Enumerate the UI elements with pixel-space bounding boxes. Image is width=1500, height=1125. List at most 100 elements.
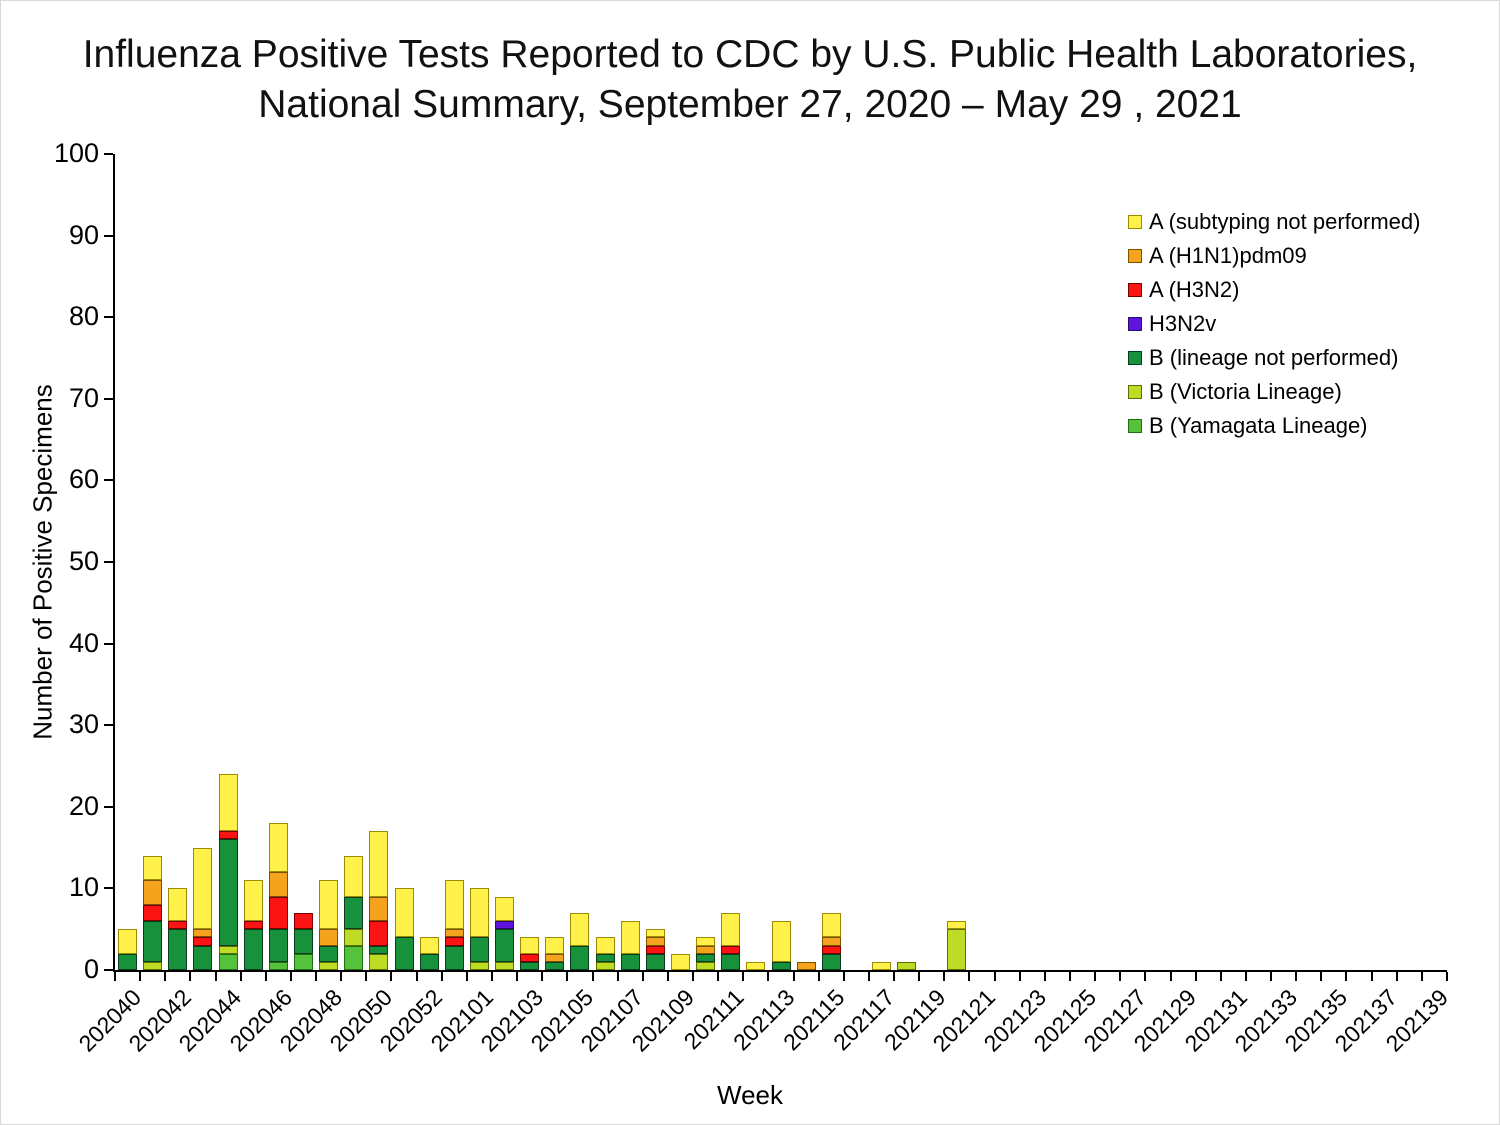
bar-segment-a-h1n1pdm09	[796, 961, 816, 970]
x-axis-tick	[390, 972, 393, 981]
legend-label: B (Victoria Lineage)	[1149, 379, 1342, 404]
y-axis-tick	[104, 642, 113, 645]
bar-segment-b-lineage-not-performed	[268, 929, 288, 962]
bar-segment-a-subtyping-not-performed	[520, 937, 540, 954]
x-axis-tick	[1144, 972, 1147, 981]
bar-segment-a-h1n1pdm09	[143, 880, 163, 905]
legend-label: H3N2v	[1149, 311, 1217, 336]
bar-segment-b-lineage-not-performed	[545, 961, 565, 970]
bar-segment-b-lineage-not-performed	[319, 945, 339, 962]
chart-title-line1: Influenza Positive Tests Reported to CDC…	[82, 33, 1418, 76]
y-tick-label: 70	[68, 382, 99, 413]
x-axis-tick	[365, 972, 368, 981]
bar-segment-a-h3n2	[168, 921, 188, 930]
bar-segment-a-h1n1pdm09	[369, 896, 389, 922]
bar-segment-a-subtyping-not-performed	[872, 961, 892, 970]
bar-segment-a-subtyping-not-performed	[268, 823, 288, 873]
bar-segment-b-lineage-not-performed	[118, 953, 138, 970]
bar-segment-a-h3n2	[369, 921, 389, 946]
bar-segment-b-victoria	[319, 961, 339, 970]
bar-segment-b-lineage-not-performed	[595, 953, 615, 962]
bar-segment-a-subtyping-not-performed	[746, 961, 766, 970]
bar-segment-a-h1n1pdm09	[268, 872, 288, 897]
bar-segment-a-h3n2	[143, 904, 163, 922]
bar-segment-b-victoria	[218, 945, 238, 954]
bar-segment-a-subtyping-not-performed	[243, 880, 263, 922]
x-axis-tick	[641, 972, 644, 981]
bar-segment-a-subtyping-not-performed	[947, 921, 967, 930]
y-tick-label: 10	[68, 872, 99, 903]
bar-segment-a-h1n1pdm09	[319, 929, 339, 946]
legend-swatch-icon	[1128, 249, 1142, 263]
bar-segment-b-lineage-not-performed	[469, 937, 489, 962]
y-tick-label: 60	[68, 464, 99, 495]
x-axis-tick	[767, 972, 770, 981]
bar-segment-a-h1n1pdm09	[696, 945, 716, 954]
bar-segment-b-lineage-not-performed	[394, 937, 414, 970]
y-tick-label: 100	[53, 138, 99, 168]
x-axis-tick	[189, 972, 192, 981]
x-axis-tick	[1370, 972, 1373, 981]
x-axis-tick	[692, 972, 695, 981]
chart-title-line2: National Summary, September 27, 2020 – M…	[258, 83, 1242, 126]
bar-segment-b-yamagata	[293, 953, 313, 970]
legend-label: B (lineage not performed)	[1149, 345, 1399, 370]
x-axis-tick	[1270, 972, 1273, 981]
bar-segment-a-h3n2	[243, 921, 263, 930]
x-axis-tick	[893, 972, 896, 981]
bar-segment-a-subtyping-not-performed	[218, 774, 238, 832]
legend-swatch-icon	[1128, 215, 1142, 229]
y-axis-tick	[104, 479, 113, 482]
bar-segment-a-subtyping-not-performed	[670, 953, 690, 970]
x-axis-tick	[943, 972, 946, 981]
x-axis-tick	[616, 972, 619, 981]
x-axis-tick	[264, 972, 267, 981]
y-axis-tick	[104, 805, 113, 808]
bar-segment-b-victoria	[143, 961, 163, 970]
x-axis-tick	[289, 972, 292, 981]
bar-segment-b-lineage-not-performed	[620, 953, 640, 970]
y-tick-label: 80	[68, 301, 99, 332]
legend-swatch-icon	[1128, 283, 1142, 297]
bar-segment-b-lineage-not-performed	[369, 945, 389, 954]
x-axis-tick	[465, 972, 468, 981]
x-axis-tick	[817, 972, 820, 981]
legend-item-b-yamagata: B (Yamagata Lineage)	[1128, 409, 1420, 443]
y-axis-tick	[104, 234, 113, 237]
bar-segment-b-victoria	[595, 961, 615, 970]
x-axis-tick	[591, 972, 594, 981]
bar-segment-b-lineage-not-performed	[520, 961, 540, 970]
bar-segment-a-subtyping-not-performed	[319, 880, 339, 930]
bar-segment-a-subtyping-not-performed	[771, 921, 791, 962]
y-tick-label: 20	[68, 790, 99, 821]
bar-segment-b-victoria	[947, 929, 967, 970]
bar-segment-a-h1n1pdm09	[444, 929, 464, 938]
x-axis-tick	[1320, 972, 1323, 981]
legend: A (subtyping not performed) A (H1N1)pdm09…	[1128, 205, 1420, 443]
y-axis-tick	[104, 724, 113, 727]
x-axis-tick	[1018, 972, 1021, 981]
legend-item-a-h3n2: A (H3N2)	[1128, 273, 1420, 307]
legend-label: A (H1N1)pdm09	[1149, 243, 1307, 268]
x-axis-tick	[566, 972, 569, 981]
x-axis-tick	[541, 972, 544, 981]
y-axis-tick	[104, 969, 113, 971]
bar-segment-b-lineage-not-performed	[293, 929, 313, 954]
legend-swatch-icon	[1128, 385, 1142, 399]
legend-swatch-icon	[1128, 317, 1142, 331]
bar-segment-b-lineage-not-performed	[721, 953, 741, 970]
bar-segment-b-lineage-not-performed	[419, 953, 439, 970]
bar-segment-a-h3n2	[218, 831, 238, 840]
x-axis-tick	[666, 972, 669, 981]
x-axis-tick	[792, 972, 795, 981]
legend-swatch-icon	[1128, 419, 1142, 433]
bar-segment-a-subtyping-not-performed	[168, 888, 188, 922]
y-tick-label: 40	[68, 627, 99, 658]
x-axis-tick	[1345, 972, 1348, 981]
x-axis-tick	[239, 972, 242, 981]
bar-segment-b-lineage-not-performed	[243, 929, 263, 970]
x-axis-tick	[968, 972, 971, 981]
x-axis-tick	[717, 972, 720, 981]
bar-segment-b-victoria	[369, 953, 389, 970]
x-axis-tick	[1244, 972, 1247, 981]
